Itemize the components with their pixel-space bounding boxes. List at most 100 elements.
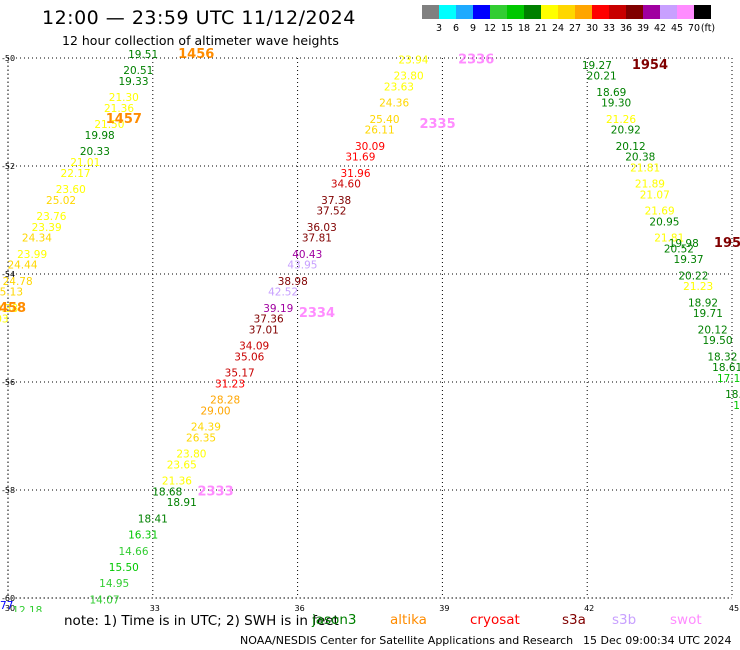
wave-height-label: 11.77 <box>0 600 13 612</box>
wave-height-label: 37.01 <box>249 324 279 336</box>
scale-label: (ft) <box>701 23 715 34</box>
wave-height-label: 21.01 <box>70 157 100 169</box>
wave-height-label: 31.96 <box>340 168 370 180</box>
footer-agency: NOAA/NESDIS Center for Satellite Applica… <box>240 634 574 647</box>
scale-label: 6 <box>453 23 459 34</box>
wave-height-label: 19.98 <box>669 238 699 250</box>
scale-label: 3 <box>436 23 442 34</box>
wave-height-label: 19.27 <box>582 60 612 72</box>
source-altika: altika <box>390 612 427 628</box>
scale-label: 45 <box>671 23 683 34</box>
map-frame <box>7 57 733 599</box>
wave-height-label: 18.92 <box>688 297 718 309</box>
wave-height-label: 29.00 <box>201 405 231 417</box>
wave-height-label: 21.30 <box>109 92 139 104</box>
scale-label: 36 <box>620 23 632 34</box>
wave-height-label: 23.94 <box>398 54 428 66</box>
wave-height-label: 23.80 <box>394 71 424 83</box>
track-d: 19.2720.2118.6919.3021.2620.9220.1220.38… <box>582 60 740 428</box>
wave-height-label: 24.39 <box>191 422 221 434</box>
scale-label: 39 <box>637 23 649 34</box>
lon-tick-label: 39 <box>439 604 449 612</box>
wave-height-label: 20.21 <box>587 71 617 83</box>
wave-height-label: 24.36 <box>379 98 409 110</box>
lon-tick-label: 36 <box>295 604 305 612</box>
wave-height-label: 25.40 <box>369 114 399 126</box>
wave-height-label: 37.36 <box>254 314 284 326</box>
scale-swatch <box>524 5 541 19</box>
wave-height-label: 40.43 <box>292 249 322 261</box>
lat-tick-label: -60 <box>2 594 15 603</box>
scale-swatch <box>592 5 609 19</box>
scale-swatch <box>626 5 643 19</box>
lat-tick-label: -56 <box>2 378 15 387</box>
track-b: 18.91 18.41 16.31 14.66 15.50 14.95 14.07 <box>90 497 197 606</box>
lat-tick-label: -54 <box>2 270 15 279</box>
wave-height-label: 21.36 <box>104 103 134 115</box>
pass-time-label: 1458 <box>0 301 26 316</box>
color-scale-legend: 3 6 9 12 15 18 21 24 27 30 33 36 39 42 45 70 (ft) <box>422 5 715 34</box>
scale-swatch <box>507 5 524 19</box>
wave-height-label: 17.14 <box>717 373 740 385</box>
wave-height-label: 21.50 <box>94 119 124 131</box>
footer-date: 15 Dec 09:00:34 UTC 2024 <box>583 634 732 647</box>
wave-height-label: 18.61 <box>712 362 740 374</box>
wave-height-label: 31.69 <box>345 152 375 164</box>
wave-height-label: 37.81 <box>302 233 332 245</box>
satellite-sources: jason3 altika cryosat s3a s3b swot <box>0 612 740 632</box>
pass-time-label: 2335 <box>419 117 455 132</box>
wave-height-label: 21.36 <box>162 476 192 488</box>
wave-height-label: 17. <box>733 400 740 412</box>
wave-height-label: 31.23 <box>215 378 245 390</box>
wave-height-label: 14.66 <box>118 546 148 558</box>
scale-label: 24 <box>552 23 564 34</box>
scale-swatch <box>575 5 592 19</box>
source-swot: swot <box>670 612 702 628</box>
wave-height-label: 23.80 <box>176 449 206 461</box>
wave-height-label: 38.98 <box>278 276 308 288</box>
lon-tick-label: 42 <box>584 604 594 612</box>
scale-label: 70 <box>688 23 700 34</box>
scale-swatch <box>456 5 473 19</box>
scale-label: 21 <box>535 23 547 34</box>
wave-height-label: 23.38 <box>0 303 18 315</box>
wave-height-label: 26.11 <box>365 125 395 137</box>
wave-height-label: 20.38 <box>625 152 655 164</box>
graticule <box>7 57 733 599</box>
wave-height-label: 19.30 <box>601 98 631 110</box>
wave-height-label: 19.98 <box>85 130 115 142</box>
pass-time-label: 1954 <box>632 58 668 73</box>
scale-label: 27 <box>569 23 581 34</box>
wave-height-label: 36.03 <box>307 222 337 234</box>
note-label: note: 1) Time is in UTC; 2) SWH is in fe… <box>64 613 339 629</box>
wave-height-label: 20.52 <box>664 243 694 255</box>
wave-height-map: 30 33 36 39 42 45 -50 -52 -54 -56 -58 -60 19.51 20.51… <box>0 47 740 612</box>
wave-height-label: 19.33 <box>118 76 148 88</box>
lon-tick-label: 33 <box>150 604 160 612</box>
scale-label: 30 <box>586 23 598 34</box>
scale-label: 12 <box>484 23 496 34</box>
wave-height-label: 23.99 <box>17 249 47 261</box>
wave-height-label: 20.12 <box>616 141 646 153</box>
wave-height-label: 21.07 <box>640 189 670 201</box>
page-title: 12:00 — 23:59 UTC 11/12/2024 <box>42 7 356 29</box>
wave-height-label: 18.91 <box>167 497 197 509</box>
scale-label: 15 <box>501 23 513 34</box>
wave-height-label: 21.81 <box>630 162 660 174</box>
wave-height-label: 20.12 <box>698 324 728 336</box>
wave-height-label: 21.23 <box>683 281 713 293</box>
wave-height-label: 43.95 <box>287 260 317 272</box>
wave-height-label: 19.37 <box>674 254 704 266</box>
wave-height-label: 24.34 <box>22 233 52 245</box>
pass-times: 1456145714582055205423332334233523361954… <box>0 47 740 499</box>
scale-swatch <box>694 5 711 19</box>
pass-time-label: 1953 <box>714 236 740 251</box>
wave-height-label: 18.68 <box>152 486 182 498</box>
wave-height-label: 30.09 <box>355 141 385 153</box>
wave-height-label: 14.95 <box>99 578 129 590</box>
wave-height-label: 28.28 <box>210 395 240 407</box>
scale-label: 33 <box>603 23 615 34</box>
wave-height-label: 34.60 <box>331 179 361 191</box>
track-c: 23.9423.8023.6324.3625.4026.1130.0931.69… <box>152 54 429 498</box>
